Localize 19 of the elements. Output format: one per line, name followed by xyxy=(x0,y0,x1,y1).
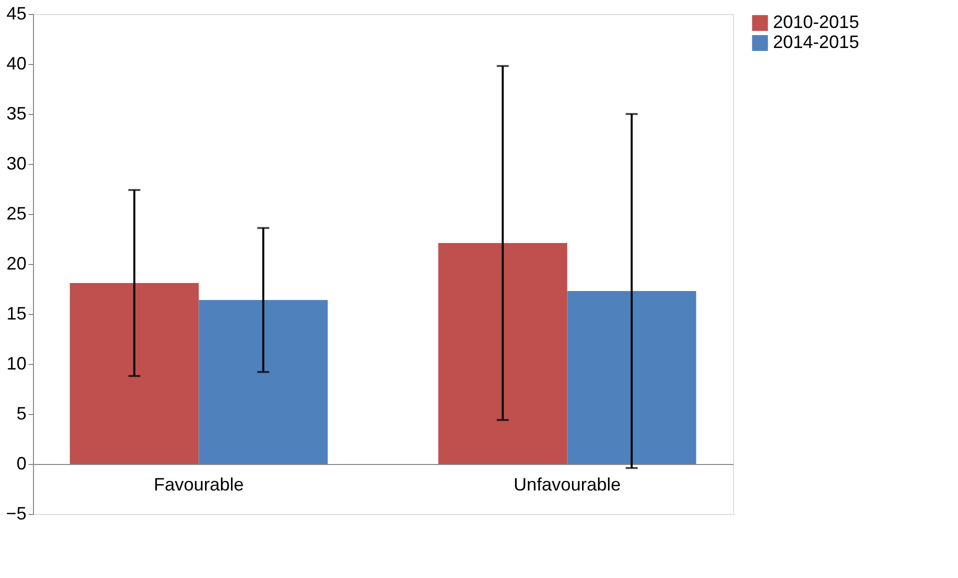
y-tick-label: 0 xyxy=(16,454,26,474)
y-tick-label: 10 xyxy=(6,354,26,374)
y-tick-label: 45 xyxy=(6,4,26,24)
y-tick-label: 20 xyxy=(6,254,26,274)
y-tick-label: −5 xyxy=(6,504,26,524)
y-tick-label: 5 xyxy=(16,404,26,424)
legend-label: 2014-2015 xyxy=(773,32,860,52)
y-tick-label: 30 xyxy=(6,154,26,174)
y-tick-label: 15 xyxy=(6,304,26,324)
x-tick-label: Favourable xyxy=(154,474,244,494)
y-tick-label: 35 xyxy=(6,104,26,124)
bar xyxy=(438,243,568,464)
bar xyxy=(567,291,696,464)
bar xyxy=(70,283,199,464)
bar xyxy=(198,300,328,464)
y-tick-label: 40 xyxy=(6,54,26,74)
legend-label: 2010-2015 xyxy=(773,12,860,32)
y-tick-label: 25 xyxy=(6,204,26,224)
x-tick-label: Unfavourable xyxy=(514,474,621,494)
